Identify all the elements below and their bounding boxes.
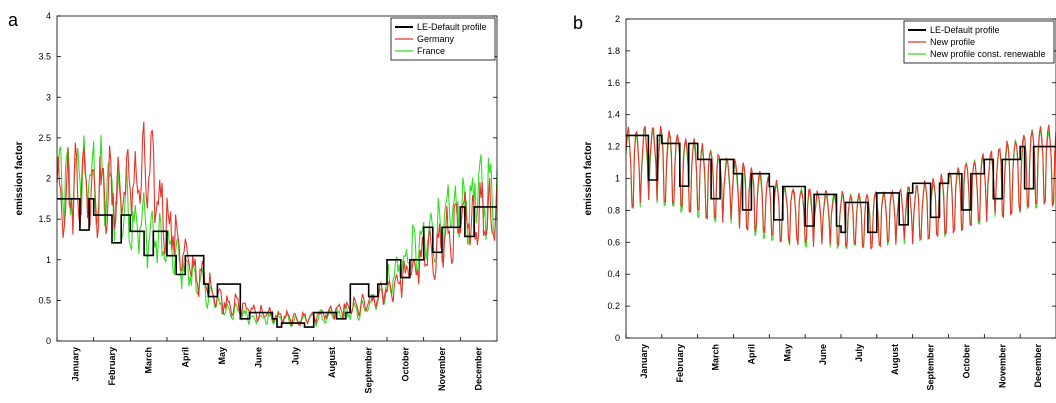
y-tick-label: 1 [46,255,51,265]
legend: LE-Default profile New profile New profile… [903,20,1055,64]
y-tick-label: 1 [615,174,620,184]
legend-label: Germany [417,34,455,44]
y-tick-label: 4 [46,11,51,21]
x-tick-label: March [711,344,721,371]
y-tick-label: 0.6 [607,237,620,247]
legend-label: LE-Default profile [930,25,1000,35]
y-tick-label: 1.4 [607,110,620,120]
x-tick-label: December [474,347,484,391]
x-tick-label: October [961,344,971,379]
x-tick-label: June [818,344,828,365]
x-tick-label: November [437,347,447,392]
x-tick-label: September [364,347,374,394]
x-tick-label: November [997,344,1007,389]
legend-box [903,20,1055,64]
legend-label: New profile const. renewable [930,49,1046,59]
series-le-default-profile [57,198,497,328]
y-tick-label: 1.6 [607,78,620,88]
legend-label: France [417,46,445,56]
series-line [57,198,497,328]
y-axis-label: emission factor [14,141,25,215]
y-tick-label: 2.5 [38,133,51,143]
panel-label: a [8,10,19,30]
legend-label: New profile [930,37,975,47]
y-tick-label: 0.5 [38,295,51,305]
y-tick-label: 0 [615,333,620,343]
panel-label: b [573,13,583,33]
y-axis-label: emission factor [583,141,594,215]
x-tick-label: May [217,347,227,365]
y-tick-label: 2 [46,174,51,184]
x-tick-label: October [400,347,410,382]
panel-b: b 0 0.2 0.4 0.6 0.8 1 1.2 1.4 1.6 1.8 2 emission fac… [573,13,1056,391]
y-tick-label: 3 [46,92,51,102]
legend: LE-Default profile Germany France [390,17,496,61]
y-tick-label: 1.2 [607,142,620,152]
x-tick-label: May [782,344,792,362]
x-tick-label: August [327,347,337,378]
x-tick-label: September [926,344,936,391]
y-tick-label: 0.2 [607,301,620,311]
series-le-default-profile [626,134,1056,234]
x-tick-label: January [639,344,649,379]
y-tick-label: 1.5 [38,214,51,224]
x-tick-label: August [890,344,900,375]
x-tick-label: April [180,347,190,368]
y-tick-label: 0 [46,336,51,346]
x-tick-label: January [70,347,80,382]
x-tick-label: February [675,344,685,383]
legend-label: LE-Default profile [417,22,487,32]
x-tick-label: February [107,347,117,386]
x-tick-label: July [854,344,864,362]
x-tick-label: December [1033,344,1043,388]
y-tick-label: 0.4 [607,269,620,279]
y-tick-label: 2 [615,14,620,24]
y-tick-label: 0.8 [607,205,620,215]
x-tick-label: July [290,347,300,365]
panel-a: a 0 0.5 1 1.5 2 2.5 3 3.5 4 emission factor January… [8,10,498,394]
y-tick-label: 3.5 [38,52,51,62]
x-tick-label: April [746,344,756,365]
x-tick-label: March [144,347,154,374]
x-tick-label: June [254,347,264,368]
series-line [626,134,1056,234]
y-tick-label: 1.8 [607,46,620,56]
